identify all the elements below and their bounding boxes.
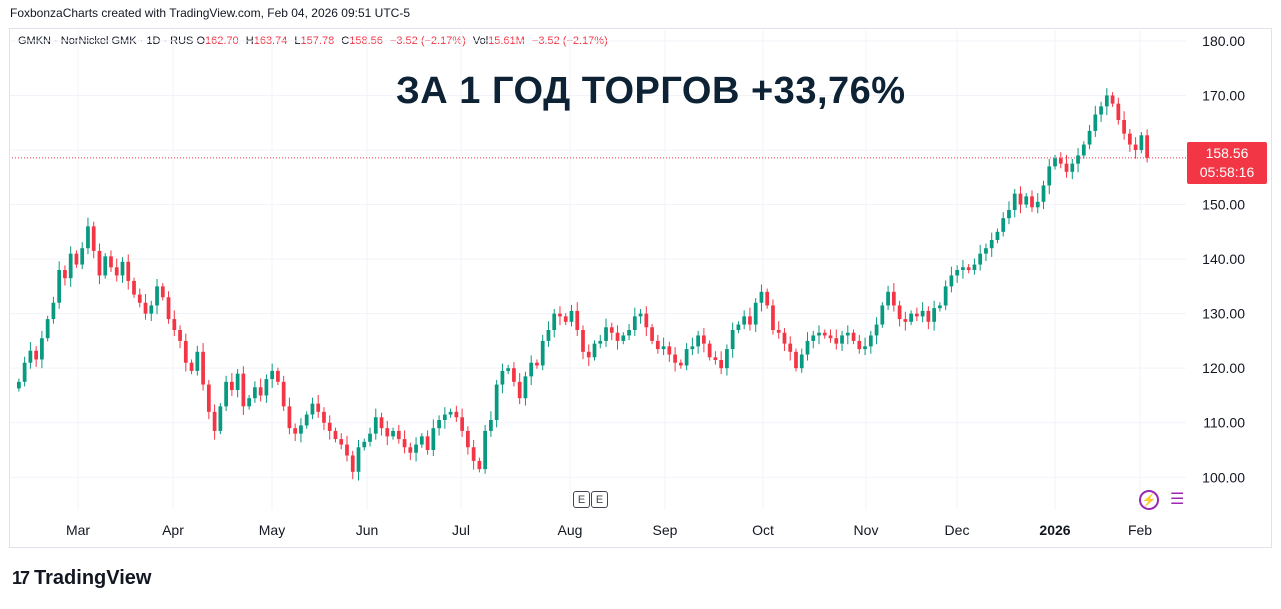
volume-value: 15.61M <box>488 35 525 47</box>
chart-headline: ЗА 1 ГОД ТОРГОВ +33,76% <box>396 70 906 112</box>
tradingview-logo-text: TradingView <box>34 567 152 589</box>
open-label: O <box>196 35 206 47</box>
open-value: 162.70 <box>205 35 239 47</box>
earnings-event-button[interactable]: E <box>591 491 608 508</box>
chart-caption: FoxbonzaCharts created with TradingView.… <box>10 6 410 20</box>
volume-label: Vol <box>472 35 489 47</box>
change-value: −3.52 (−2.17%) <box>389 35 466 47</box>
bar-countdown: 05:58:16 <box>1199 164 1255 180</box>
lightning-icon[interactable]: ⚡ <box>1139 490 1159 510</box>
earnings-event-button[interactable]: E <box>573 491 590 508</box>
high-label: H <box>245 35 254 47</box>
high-value: 163.74 <box>253 35 288 47</box>
volume-change-value: −3.52 (−2.17%) <box>531 35 608 47</box>
tradingview-logo-icon: 17 <box>12 568 30 588</box>
chart-frame[interactable] <box>9 28 1272 548</box>
tradingview-logo[interactable]: 17 TradingView <box>12 567 151 590</box>
last-price-tag: 158.56 05:58:16 <box>1187 142 1267 184</box>
symbol-name[interactable]: GMKN · NorNickel GMK · 1D · RUS <box>18 35 194 47</box>
low-label: L <box>294 35 301 47</box>
low-value: 157.78 <box>300 35 335 47</box>
economic-events-icon[interactable]: ☰ <box>1170 491 1185 508</box>
close-value: 158.56 <box>349 35 383 47</box>
symbol-legend[interactable]: GMKN · NorNickel GMK · 1D · RUS O162.70 … <box>18 35 612 47</box>
last-price-value: 158.56 <box>1205 145 1249 161</box>
